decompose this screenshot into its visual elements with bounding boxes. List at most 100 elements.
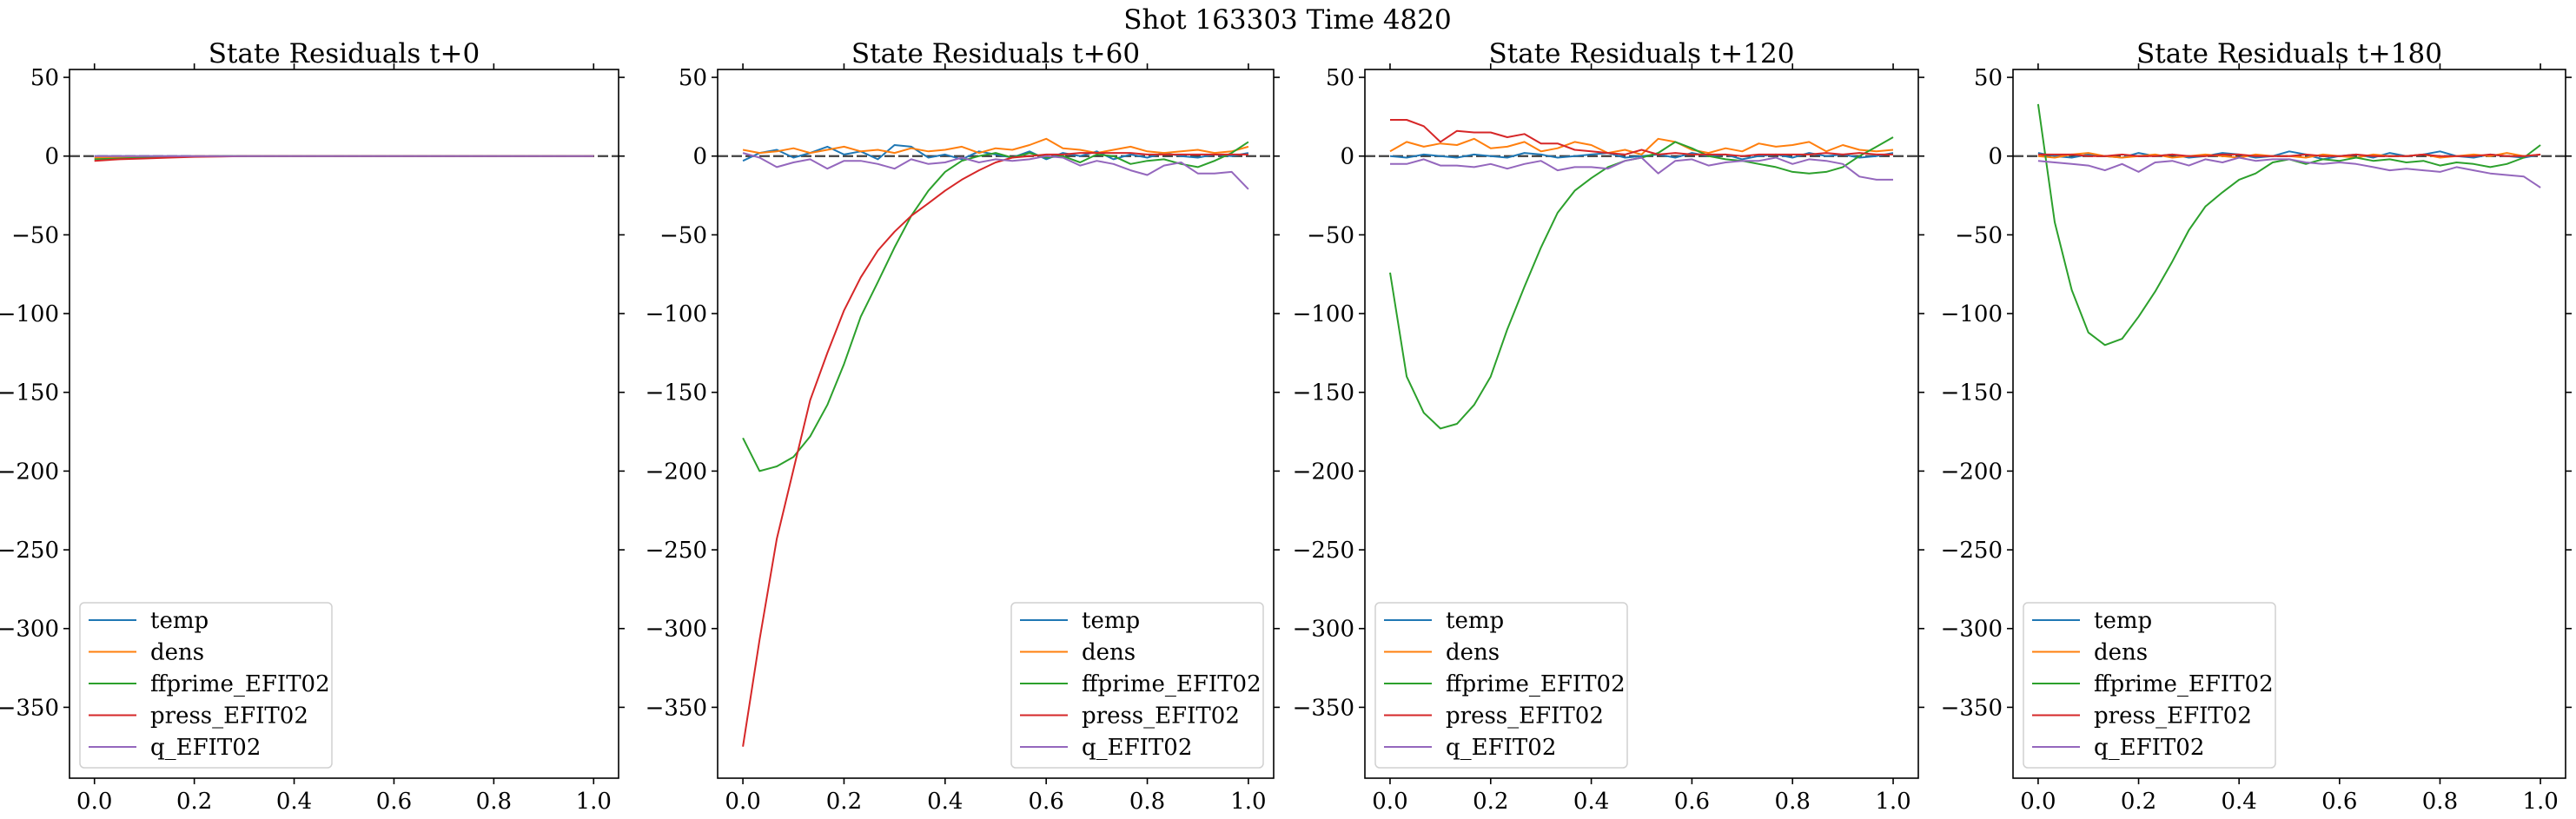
- x-tick-label: 1.0: [1875, 789, 1910, 815]
- series-lines: [1365, 119, 1918, 430]
- legend-label: press_EFIT02: [1082, 703, 1240, 730]
- y-tick-label: −200: [1293, 459, 1354, 485]
- y-tick-label: −100: [1293, 301, 1354, 327]
- legend-label: q_EFIT02: [1446, 735, 1556, 761]
- x-tick-label: 0.0: [1372, 789, 1407, 815]
- legend-label: ffprime_EFIT02: [150, 671, 330, 697]
- y-tick-label: −150: [1293, 380, 1354, 406]
- figure-suptitle: Shot 163303 Time 4820: [1123, 4, 1451, 36]
- y-tick-label: 50: [1974, 65, 2003, 91]
- x-tick-label: 1.0: [1230, 789, 1266, 815]
- series-lines: [70, 155, 619, 162]
- y-tick-label: −300: [646, 617, 707, 643]
- legend-label: press_EFIT02: [2094, 703, 2252, 730]
- legend-label: q_EFIT02: [150, 735, 261, 761]
- panel-title: State Residuals t+60: [851, 38, 1140, 69]
- x-tick-label: 1.0: [576, 789, 612, 815]
- series-line-q-efit02: [1390, 156, 1893, 181]
- y-tick-label: −150: [1941, 380, 2003, 406]
- legend-label: q_EFIT02: [1082, 735, 1192, 761]
- legend: temp dens ffprime_EFIT02 press_EFIT02 q_EFIT…: [2023, 602, 2276, 769]
- x-tick-label: 0.2: [1473, 789, 1508, 815]
- series-line-dens: [1389, 137, 1894, 155]
- y-tick-label: 50: [679, 65, 707, 91]
- y-tick-label: −100: [0, 301, 59, 327]
- series-line-q-efit02: [742, 152, 1249, 190]
- series-line-temp: [1389, 152, 1894, 161]
- y-tick-label: 0: [1340, 144, 1354, 170]
- panel-1: State Residuals t+60 0.0 0.2 0.4 0.6 0.8 1.0 50…: [646, 38, 1280, 815]
- x-tick-label: 0.0: [725, 789, 760, 815]
- y-tick-label: −300: [0, 617, 59, 643]
- y-tick-label: 0: [1988, 144, 2003, 170]
- y-tick-label: 0: [44, 144, 59, 170]
- y-tick-label: −300: [1941, 617, 2003, 643]
- x-tick-label: 0.6: [1674, 789, 1710, 815]
- panel-title: State Residuals t+180: [2136, 38, 2442, 69]
- x-tick-label: 0.2: [2121, 789, 2156, 815]
- y-tick-label: −200: [0, 459, 59, 485]
- x-tick-label: 0.4: [276, 789, 312, 815]
- y-tick-label: −150: [0, 380, 59, 406]
- y-tick-label: −250: [1293, 538, 1354, 564]
- y-tick-label: −300: [1293, 617, 1354, 643]
- x-tick-label: 0.0: [76, 789, 112, 815]
- legend-label: ffprime_EFIT02: [2094, 671, 2274, 697]
- legend-label: temp: [150, 608, 209, 634]
- legend: temp dens ffprime_EFIT02 press_EFIT02 q_EFIT…: [79, 602, 333, 769]
- legend-box: [2023, 602, 2276, 769]
- legend: temp dens ffprime_EFIT02 press_EFIT02 q_EFIT…: [1010, 602, 1264, 769]
- y-tick-label: −150: [646, 380, 707, 406]
- legend-label: q_EFIT02: [2094, 735, 2204, 761]
- legend-box: [1010, 602, 1264, 769]
- y-tick-label: −350: [1293, 695, 1354, 721]
- series-lines: [2013, 103, 2566, 347]
- axes-frame: [69, 69, 619, 779]
- series-line-dens: [742, 137, 1249, 155]
- legend-label: temp: [2094, 608, 2152, 634]
- x-tick-label: 0.8: [2422, 789, 2458, 815]
- x-tick-label: 0.8: [1775, 789, 1811, 815]
- x-tick-label: 0.4: [927, 789, 963, 815]
- y-tick-label: −100: [1941, 301, 2003, 327]
- x-tick-label: 0.6: [376, 789, 412, 815]
- y-tick-label: −250: [1941, 538, 2003, 564]
- x-tick-label: 0.6: [1029, 789, 1064, 815]
- legend-label: press_EFIT02: [1446, 703, 1604, 730]
- y-tick-label: −250: [0, 538, 59, 564]
- panel-title: State Residuals t+120: [1489, 38, 1795, 69]
- y-tick-label: −350: [646, 695, 707, 721]
- legend-label: dens: [1082, 640, 1136, 666]
- legend-label: temp: [1446, 608, 1504, 634]
- legend-label: dens: [2094, 640, 2148, 666]
- legend: temp dens ffprime_EFIT02 press_EFIT02 q_EFIT…: [1374, 602, 1628, 769]
- legend-box: [79, 602, 333, 769]
- legend-label: dens: [150, 640, 204, 666]
- y-tick-label: −200: [1941, 459, 2003, 485]
- panel-3: State Residuals t+180 0.0 0.2 0.4 0.6 0.8 1.0 5…: [1941, 38, 2572, 815]
- x-tick-label: 0.6: [2321, 789, 2357, 815]
- y-tick-label: −350: [1941, 695, 2003, 721]
- legend-label: ffprime_EFIT02: [1082, 671, 1262, 697]
- y-tick-label: −100: [646, 301, 707, 327]
- panel-title: State Residuals t+0: [209, 38, 480, 69]
- x-tick-label: 0.2: [826, 789, 862, 815]
- y-tick-label: −50: [1955, 222, 2003, 248]
- y-tick-label: −50: [1307, 222, 1354, 248]
- legend-label: ffprime_EFIT02: [1446, 671, 1626, 697]
- x-tick-label: 0.8: [476, 789, 512, 815]
- panel-0: State Residuals t+0 0.0 0.2 0.4 0.6 0.8 1.0 50 0…: [0, 38, 625, 815]
- axes-frame: [717, 69, 1275, 779]
- x-tick-label: 0.4: [1573, 789, 1609, 815]
- y-tick-label: 50: [30, 65, 59, 91]
- axes-frame: [2012, 69, 2566, 779]
- x-tick-label: 0.0: [2020, 789, 2056, 815]
- series-line-press-efit02: [1390, 119, 1893, 157]
- y-tick-label: 50: [1326, 65, 1354, 91]
- legend-label: dens: [1446, 640, 1500, 666]
- series-line-q-efit02: [2037, 156, 2541, 188]
- y-tick-label: −50: [11, 222, 59, 248]
- series-line-ffprime-efit02: [742, 141, 1249, 472]
- x-tick-label: 1.0: [2522, 789, 2558, 815]
- x-tick-label: 0.2: [176, 789, 212, 815]
